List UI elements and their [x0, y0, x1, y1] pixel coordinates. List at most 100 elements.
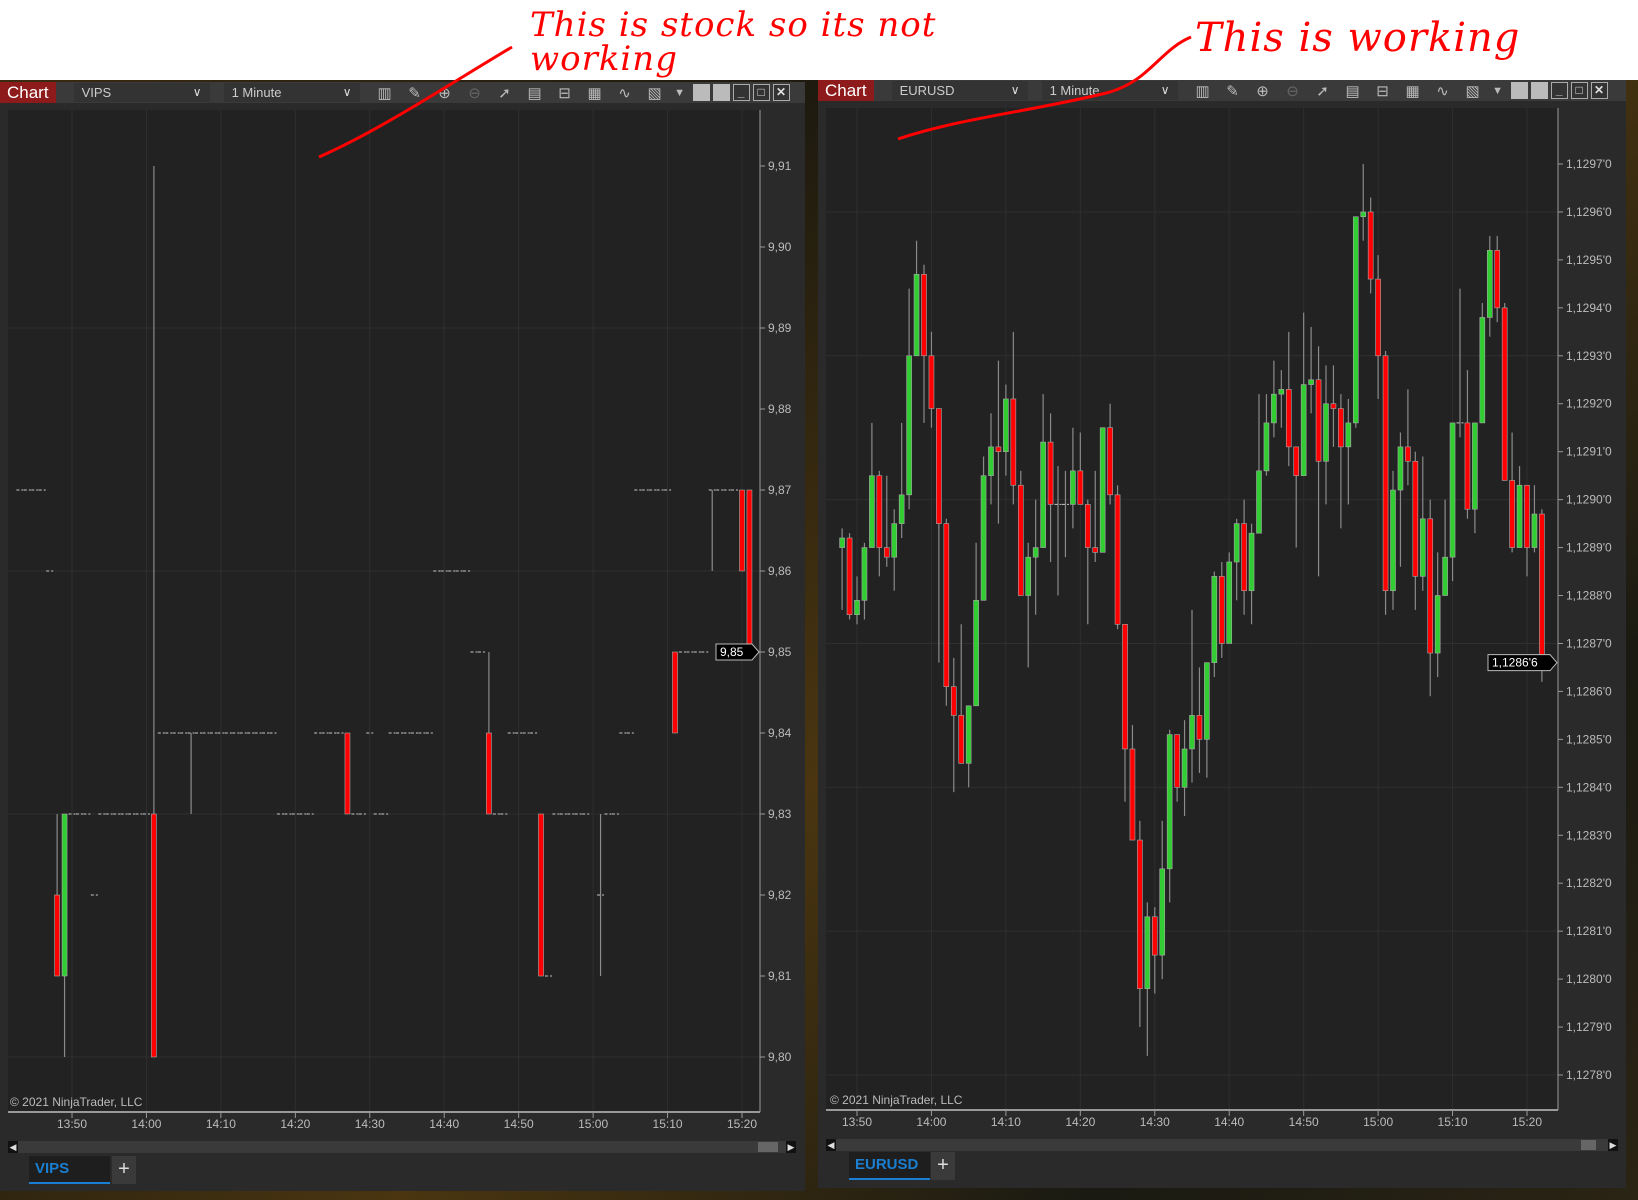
- x-axis-label: 15:20: [1512, 1115, 1542, 1129]
- scroll-right-arrow-icon[interactable]: ▶: [786, 1141, 796, 1153]
- scrollbar-thumb[interactable]: [1581, 1140, 1596, 1150]
- candle-body: [1107, 427, 1113, 496]
- candle: [1017, 470, 1024, 596]
- bar-type-icon[interactable]: ▥: [1195, 82, 1210, 100]
- candle: [1241, 499, 1247, 615]
- candle: [1531, 485, 1538, 553]
- candle: [1442, 499, 1448, 596]
- dropdown-arrow-icon[interactable]: ▼: [1492, 84, 1504, 97]
- candle: [898, 422, 905, 538]
- candle-body: [1129, 748, 1136, 841]
- tile-button[interactable]: [692, 84, 710, 101]
- candle: [1107, 403, 1113, 505]
- candle: [995, 360, 1002, 524]
- horizontal-scrollbar[interactable]: ◀ ▶: [8, 1141, 796, 1153]
- template-icon[interactable]: ▧: [1465, 82, 1480, 100]
- annotation-right-note: This is working: [1195, 15, 1521, 61]
- properties-icon[interactable]: ⊟: [1376, 82, 1389, 100]
- add-tab-button[interactable]: +: [112, 1156, 136, 1184]
- data-box-icon[interactable]: ▤: [1345, 82, 1360, 100]
- template-icon[interactable]: ▧: [647, 84, 662, 102]
- scroll-left-arrow-icon[interactable]: ◀: [826, 1139, 836, 1151]
- y-axis-label: 1,1288'0: [1566, 589, 1612, 603]
- minimize-button[interactable]: _: [732, 84, 750, 101]
- instrument-selector[interactable]: VIPS ∨: [73, 83, 210, 102]
- scroll-left-arrow-icon[interactable]: ◀: [8, 1141, 18, 1153]
- tab-vips[interactable]: VIPS: [29, 1156, 110, 1184]
- close-button[interactable]: ✕: [772, 84, 790, 101]
- data-box-icon[interactable]: ▤: [527, 84, 542, 102]
- y-axis-label: 9,91: [768, 159, 792, 173]
- candle-body: [846, 537, 853, 616]
- dropdown-arrow-icon[interactable]: ▼: [674, 86, 686, 99]
- x-axis-label: 15:00: [1363, 1115, 1393, 1129]
- y-axis-label: 1,1295'0: [1566, 253, 1612, 267]
- candle: [1218, 561, 1225, 658]
- candle: [1114, 485, 1121, 630]
- strategy-icon[interactable]: ∿: [618, 84, 631, 102]
- add-tab-button[interactable]: +: [931, 1152, 955, 1180]
- candle-body: [1472, 422, 1478, 510]
- candle-body: [958, 715, 965, 764]
- candle-body: [1233, 523, 1240, 563]
- close-button[interactable]: ✕: [1590, 82, 1608, 99]
- y-axis-label: 9,85: [768, 645, 792, 659]
- price-chart-eurusd[interactable]: 1,1278'0 1,1279'0 1,1280'0 1,1281'0 1,1282'0…: [818, 80, 1626, 1188]
- candle-body: [1181, 748, 1188, 788]
- horizontal-scrollbar[interactable]: ◀ ▶: [826, 1139, 1618, 1151]
- y-axis-label: 1,1290'0: [1566, 493, 1612, 507]
- y-axis-label: 9,84: [768, 726, 792, 740]
- candle-body: [1166, 734, 1173, 870]
- candle-body: [1338, 408, 1344, 448]
- candle: [1323, 365, 1329, 505]
- candle: [988, 413, 994, 505]
- candle: [1061, 470, 1069, 558]
- tile-button[interactable]: [1510, 82, 1528, 99]
- chart-style-icon[interactable]: ▦: [1405, 82, 1420, 100]
- chart-style-icon[interactable]: ▦: [587, 84, 602, 102]
- candle-body: [1345, 422, 1352, 448]
- y-axis-label: 9,81: [768, 969, 792, 983]
- candle: [1479, 303, 1486, 424]
- candle: [1248, 523, 1255, 625]
- y-axis-label: 1,1282'0: [1566, 876, 1612, 890]
- candle: [1189, 609, 1195, 783]
- scrollbar-thumb[interactable]: [758, 1142, 778, 1152]
- y-axis-label: 1,1284'0: [1566, 780, 1612, 794]
- maximize-button[interactable]: □: [752, 84, 770, 101]
- candle-body: [913, 273, 920, 357]
- scroll-right-arrow-icon[interactable]: ▶: [1608, 1139, 1618, 1151]
- minimize-button[interactable]: _: [1550, 82, 1568, 99]
- strategy-icon[interactable]: ∿: [1436, 82, 1449, 100]
- candle: [708, 489, 716, 571]
- tile-button-2[interactable]: [712, 84, 730, 101]
- zoom-in-icon[interactable]: ⊕: [1256, 82, 1269, 100]
- candle-body: [1047, 441, 1054, 505]
- pointer-icon[interactable]: ➚: [1316, 82, 1329, 100]
- candle: [1412, 451, 1419, 610]
- y-axis-label: 1,1280'0: [1566, 972, 1612, 986]
- y-axis-label: 9,83: [768, 807, 792, 821]
- candle: [746, 489, 753, 653]
- candle: [597, 814, 605, 976]
- x-axis-label: 14:30: [1140, 1115, 1170, 1129]
- last-price-marker: [715, 643, 760, 661]
- candle-body: [1375, 278, 1381, 357]
- pencil-icon[interactable]: ✎: [1226, 82, 1239, 100]
- candle-body: [1323, 403, 1329, 462]
- properties-icon[interactable]: ⊟: [558, 84, 571, 102]
- candle: [1501, 303, 1508, 481]
- maximize-button[interactable]: □: [1570, 82, 1588, 99]
- tab-eurusd[interactable]: EURUSD: [849, 1152, 930, 1180]
- zoom-out-icon[interactable]: ⊖: [1286, 82, 1299, 100]
- candle: [1367, 197, 1374, 294]
- candle: [1308, 327, 1314, 414]
- candle: [1122, 623, 1128, 802]
- candle-body: [1025, 556, 1032, 596]
- candle-body: [672, 651, 678, 734]
- candle: [1271, 360, 1277, 438]
- tile-button-2[interactable]: [1530, 82, 1548, 99]
- chart-window-eurusd: Chart EURUSD ∨ 1 Minute ∨ ▥ ✎ ⊕ ⊖ ➚ ▤ ⊟ ▦ …: [818, 80, 1626, 1188]
- price-chart-vips[interactable]: 9,80 9,81 9,82 9,83 9,84 9,85 9,86 9,87 9,88 9,89…: [0, 82, 805, 1191]
- candle-body: [1501, 307, 1508, 481]
